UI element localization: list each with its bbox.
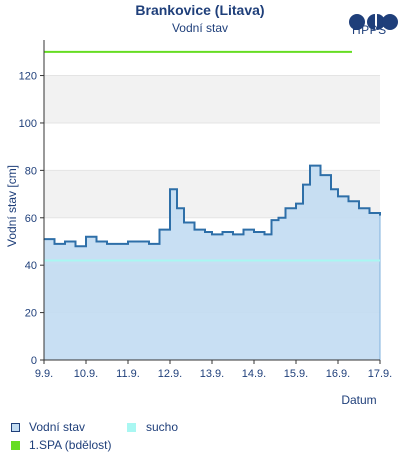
- y-tick-label: 100: [19, 118, 37, 130]
- logo-text: HPPS: [352, 23, 387, 37]
- x-tick-label: 16.9.: [326, 368, 350, 380]
- series-point: [374, 212, 376, 214]
- legend-label-water-level: Vodní stav: [29, 420, 86, 434]
- series-point: [85, 236, 87, 238]
- x-tick-label: 11.9.: [116, 368, 140, 380]
- x-tick-label: 17.9.: [368, 368, 392, 380]
- y-tick-label: 20: [25, 308, 37, 320]
- series-point: [295, 202, 297, 205]
- series-point: [137, 240, 140, 243]
- series-point: [330, 188, 332, 190]
- y-tick-label: 120: [19, 71, 37, 83]
- series-point: [358, 207, 360, 209]
- series-point: [193, 229, 196, 231]
- series-point: [204, 231, 206, 233]
- series-point: [253, 231, 255, 233]
- series-point: [263, 233, 266, 235]
- legend-swatch-water-level: [11, 423, 20, 432]
- series-point: [232, 233, 234, 235]
- series-area-layer: [43, 164, 381, 360]
- y-tick-label: 60: [25, 213, 37, 225]
- x-tick-label: 12.9.: [158, 368, 182, 380]
- x-tick-label: 15.9.: [284, 368, 308, 380]
- series-point: [221, 231, 224, 233]
- series-point: [127, 240, 129, 243]
- series-point: [302, 183, 304, 186]
- x-tick-label: 9.9.: [35, 368, 53, 380]
- series-area-water-level: [44, 165, 380, 360]
- grid-band: [44, 75, 380, 123]
- y-tick-label: 80: [25, 165, 37, 177]
- series-point: [158, 229, 161, 231]
- legend-swatch-drought: [127, 423, 136, 432]
- series-point: [169, 188, 171, 190]
- series-point: [176, 207, 178, 209]
- series-point: [148, 243, 150, 245]
- series-point: [368, 212, 371, 214]
- series-point: [64, 240, 66, 243]
- axes: 0 20 40 60 80 100 120 9.9. 10.9. 11.9. 12.9. 13.9. 1…: [19, 40, 392, 380]
- x-tick-label: 10.9.: [74, 368, 98, 380]
- legend-swatch-spa1: [11, 441, 20, 450]
- series-point: [183, 221, 185, 224]
- series-point: [309, 165, 311, 167]
- x-tick-label: 13.9.: [200, 368, 224, 380]
- series-point: [337, 195, 339, 198]
- series-point: [74, 245, 77, 247]
- chart-subtitle: Vodní stav: [171, 21, 229, 35]
- series-point: [116, 243, 119, 245]
- series-point: [379, 214, 381, 217]
- series-point: [53, 243, 56, 245]
- legend-label-drought: sucho: [146, 420, 179, 434]
- series-point: [95, 240, 98, 243]
- series-point: [347, 200, 350, 202]
- chart-title: Brankovice (Litava): [135, 2, 265, 18]
- threshold-layer: [44, 50, 380, 262]
- series-point: [211, 233, 213, 235]
- series-point: [319, 174, 322, 176]
- y-axis-label: Vodní stav [cm]: [5, 165, 19, 247]
- legend-label-spa1: 1.SPA (bdělost): [29, 438, 112, 452]
- series-point: [284, 207, 287, 209]
- y-tick-label: 0: [31, 355, 37, 367]
- series-point: [242, 229, 245, 231]
- hpps-logo-icon: [349, 14, 398, 30]
- x-tick-label: 14.9.: [242, 368, 266, 380]
- series-point: [106, 243, 108, 245]
- series-point: [270, 219, 273, 221]
- x-axis-label: Datum: [341, 393, 376, 407]
- series-line-water-level: [44, 164, 381, 248]
- y-tick-label: 40: [25, 260, 37, 272]
- series-point: [277, 217, 280, 219]
